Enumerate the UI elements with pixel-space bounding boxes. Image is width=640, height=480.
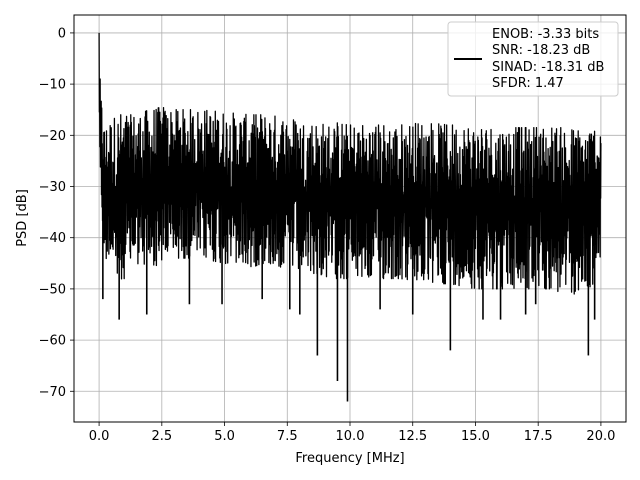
legend-entry-line: SINAD: -18.31 dB bbox=[492, 60, 604, 75]
x-tick-label: 10.0 bbox=[336, 429, 365, 444]
y-tick-label: −40 bbox=[39, 231, 66, 246]
y-axis-label: PSD [dB] bbox=[15, 189, 30, 247]
legend-entry-line: ENOB: -3.33 bits bbox=[492, 27, 599, 42]
y-tick-label: −10 bbox=[39, 78, 66, 93]
psd-trace bbox=[98, 32, 602, 295]
y-tick-label: −70 bbox=[39, 385, 66, 400]
x-axis-label: Frequency [MHz] bbox=[295, 451, 404, 466]
x-axis-ticks: 0.0 2.5 5.0 7.5 10.0 12.5 15.0 17.5 20.0 bbox=[89, 422, 615, 444]
legend-entry-line: SNR: -18.23 dB bbox=[492, 43, 590, 58]
y-tick-label: −50 bbox=[39, 282, 66, 297]
x-tick-label: 7.5 bbox=[277, 429, 298, 444]
psd-series bbox=[98, 32, 602, 402]
legend-entry-line: SFDR: 1.47 bbox=[492, 76, 564, 91]
x-tick-label: 5.0 bbox=[214, 429, 235, 444]
x-tick-label: 17.5 bbox=[524, 429, 553, 444]
y-tick-label: −30 bbox=[39, 180, 66, 195]
legend: ENOB: -3.33 bits SNR: -18.23 dB SINAD: -… bbox=[447, 21, 619, 97]
x-tick-label: 0.0 bbox=[89, 429, 110, 444]
y-tick-label: −20 bbox=[39, 129, 66, 144]
x-tick-label: 15.0 bbox=[461, 429, 490, 444]
x-tick-label: 20.0 bbox=[586, 429, 615, 444]
y-tick-label: 0 bbox=[58, 26, 66, 41]
x-tick-label: 12.5 bbox=[398, 429, 427, 444]
legend-box bbox=[447, 21, 619, 97]
y-axis-ticks: 0 −10 −20 −30 −40 −50 −60 −70 bbox=[39, 26, 74, 400]
y-tick-label: −60 bbox=[39, 334, 66, 349]
x-tick-label: 2.5 bbox=[151, 429, 172, 444]
